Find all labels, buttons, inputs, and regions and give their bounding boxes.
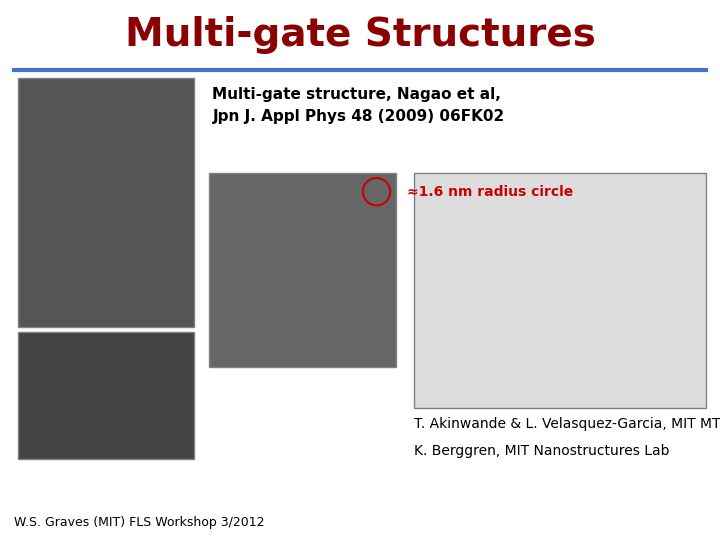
Bar — [414, 173, 706, 408]
Bar — [18, 78, 194, 327]
Text: T. Akinwande & L. Velasquez-Garcia, MIT MTL: T. Akinwande & L. Velasquez-Garcia, MIT … — [414, 417, 720, 431]
Text: Multi-gate Structures: Multi-gate Structures — [125, 16, 595, 54]
Text: K. Berggren, MIT Nanostructures Lab: K. Berggren, MIT Nanostructures Lab — [414, 444, 670, 458]
Text: Jpn J. Appl Phys 48 (2009) 06FK02: Jpn J. Appl Phys 48 (2009) 06FK02 — [212, 109, 505, 124]
Text: ≈1.6 nm radius circle: ≈1.6 nm radius circle — [407, 185, 573, 199]
Bar — [18, 332, 194, 459]
Text: Multi-gate structure, Nagao et al,: Multi-gate structure, Nagao et al, — [212, 87, 501, 102]
Text: W.S. Graves (MIT) FLS Workshop 3/2012: W.S. Graves (MIT) FLS Workshop 3/2012 — [14, 516, 265, 529]
Bar — [209, 173, 396, 367]
